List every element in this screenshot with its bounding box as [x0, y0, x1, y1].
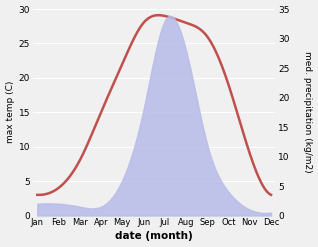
- X-axis label: date (month): date (month): [115, 231, 193, 242]
- Y-axis label: med. precipitation (kg/m2): med. precipitation (kg/m2): [303, 51, 313, 173]
- Y-axis label: max temp (C): max temp (C): [5, 81, 15, 144]
